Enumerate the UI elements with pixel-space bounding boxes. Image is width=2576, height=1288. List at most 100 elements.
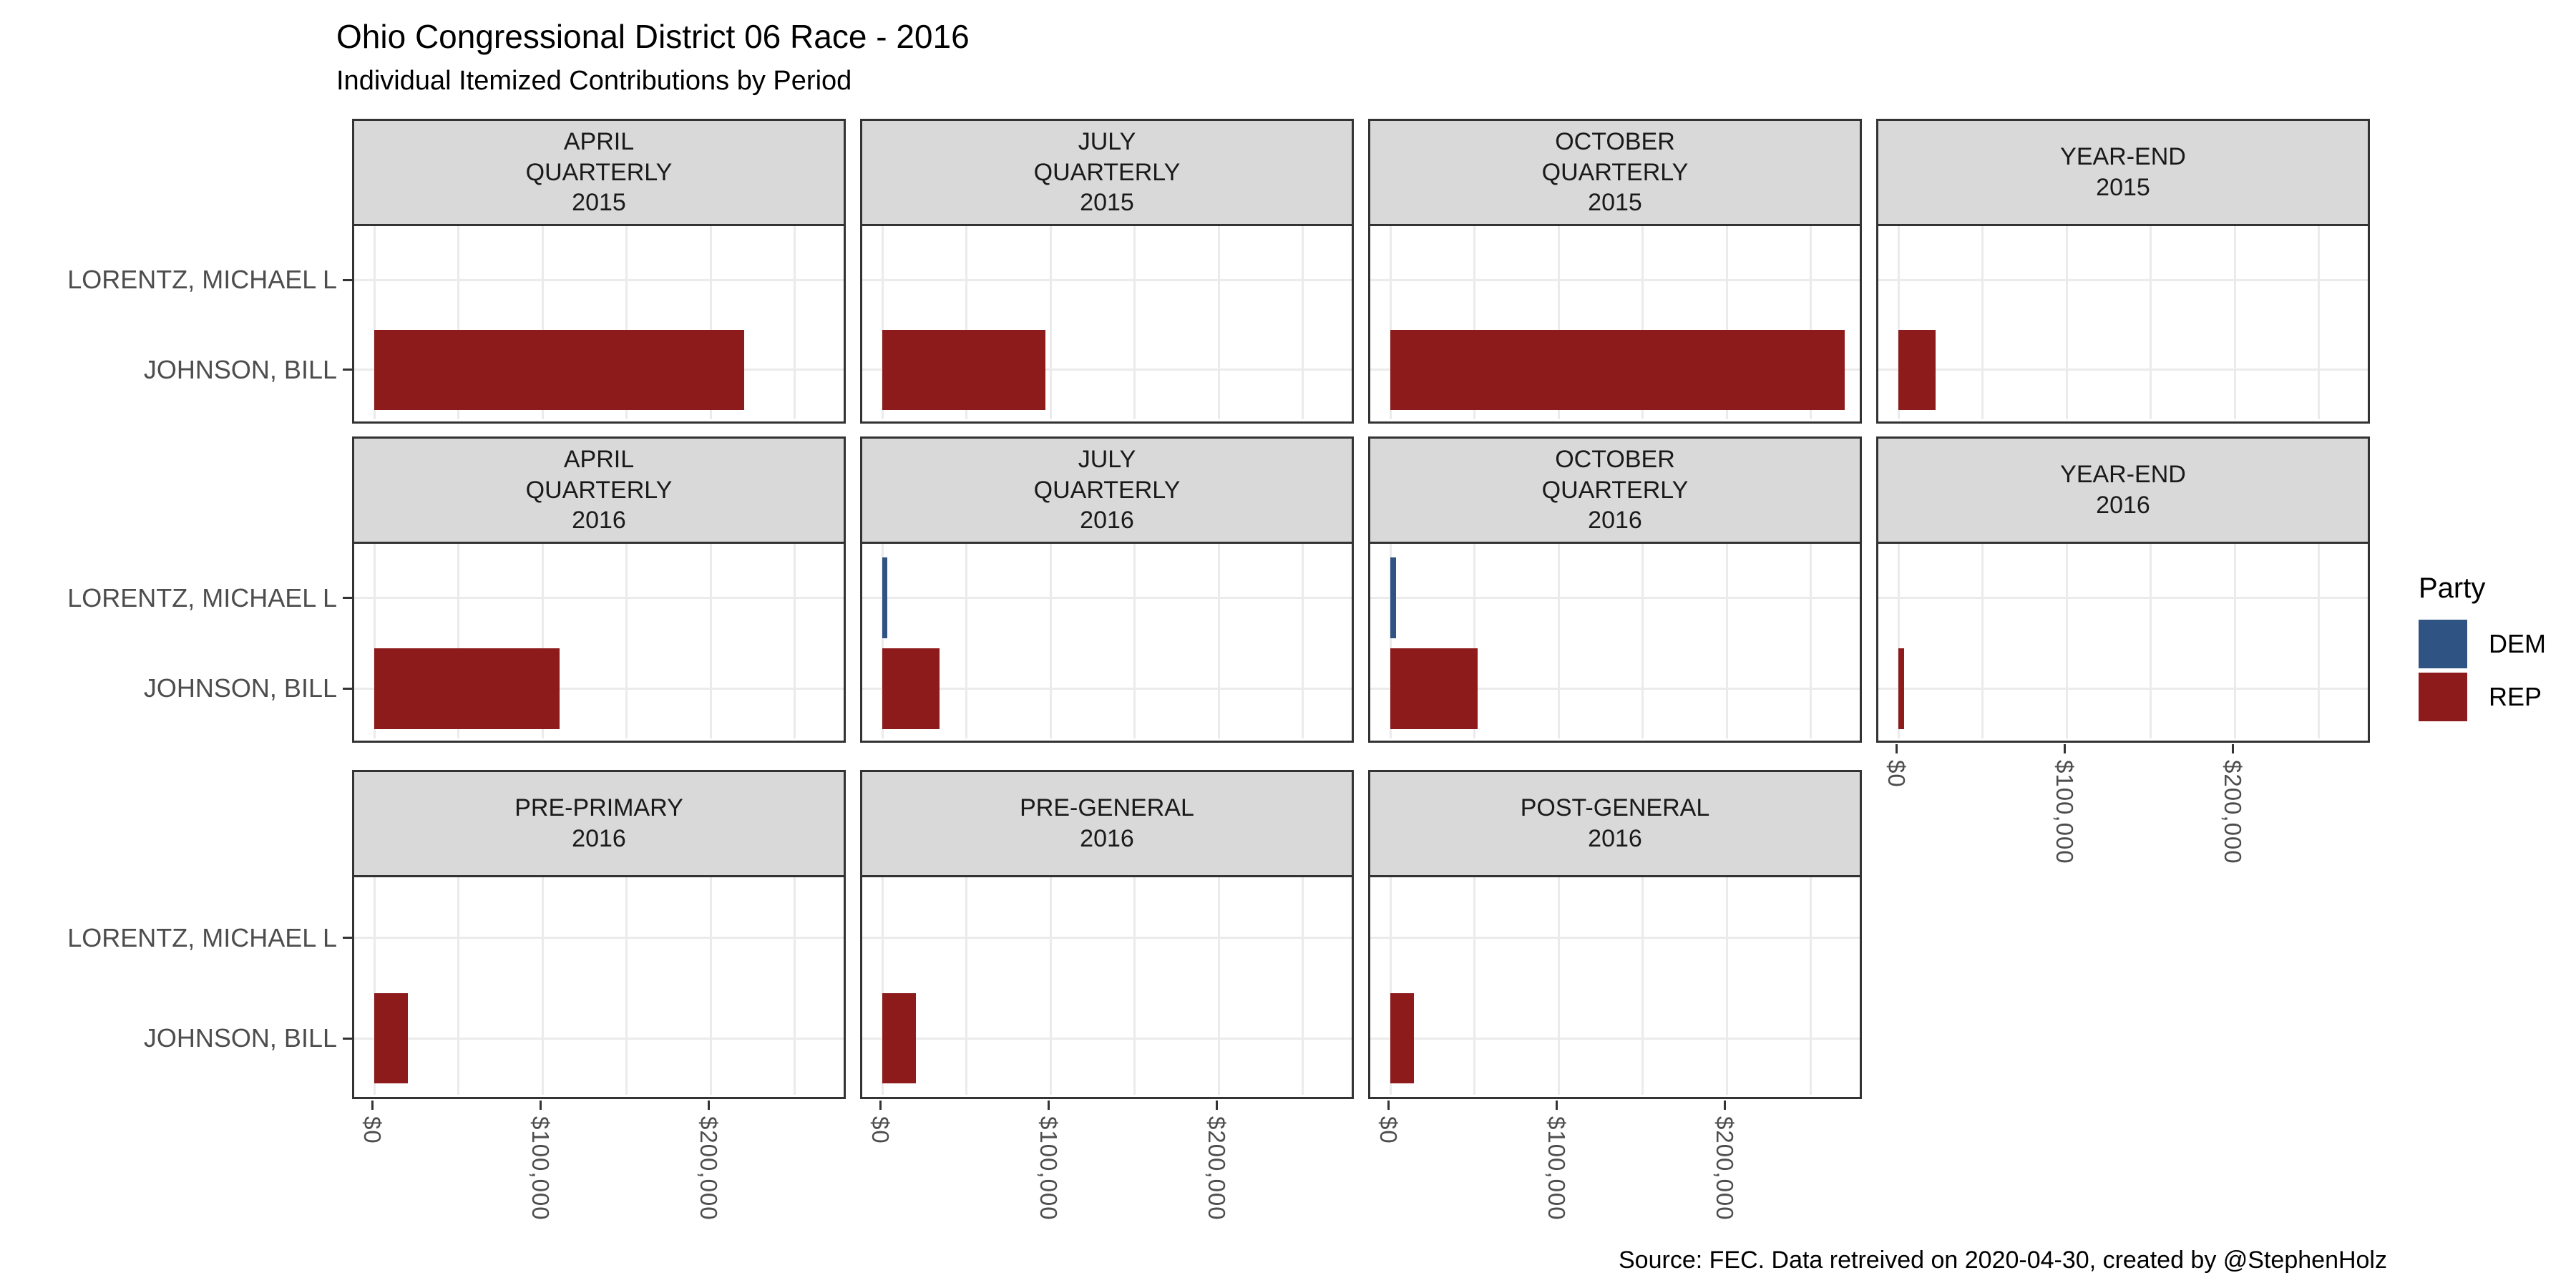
y-tick-mark <box>343 1037 352 1040</box>
x-axis-label: $100,000 <box>1543 1116 1570 1221</box>
gridline-vertical <box>1473 877 1475 1095</box>
bar-rep <box>882 648 940 729</box>
gridline-vertical <box>2065 544 2068 738</box>
gridline-horizontal <box>1878 597 2368 600</box>
legend-key-dem <box>2419 620 2467 668</box>
gridline-vertical <box>373 544 376 738</box>
gridline-horizontal <box>354 937 844 940</box>
y-tick-mark <box>343 937 352 940</box>
x-axis-label: $0 <box>1883 760 1910 788</box>
gridline-vertical <box>1133 226 1136 419</box>
bar-rep <box>374 993 408 1083</box>
y-axis-label: LORENTZ, MICHAEL L <box>67 582 337 613</box>
gridline-vertical <box>625 877 628 1095</box>
gridline-vertical <box>625 226 628 419</box>
gridline-vertical <box>1217 877 1220 1095</box>
x-axis-label: $200,000 <box>1204 1116 1230 1221</box>
facet-strip: APRIL QUARTERLY 2016 <box>352 436 846 544</box>
legend-label-dem: DEM <box>2489 629 2546 658</box>
bar-rep <box>882 993 916 1083</box>
gridline-vertical <box>541 877 544 1095</box>
gridline-vertical <box>1217 226 1220 419</box>
facet-strip: PRE-PRIMARY 2016 <box>352 770 846 877</box>
x-tick-mark <box>1047 1101 1050 1110</box>
facet-strip: JULY QUARTERLY 2016 <box>860 436 1354 544</box>
gridline-vertical <box>1473 226 1475 419</box>
gridline-vertical <box>1725 544 1728 738</box>
bar-rep <box>1898 330 1936 410</box>
x-tick-mark <box>1895 744 1898 753</box>
gridline-horizontal <box>1370 937 1860 940</box>
facet-panel <box>1876 544 2370 743</box>
gridline-vertical <box>1302 877 1304 1095</box>
y-tick-mark <box>343 369 352 371</box>
gridline-vertical <box>881 544 884 738</box>
gridline-horizontal <box>862 278 1352 281</box>
gridline-vertical <box>373 877 376 1095</box>
gridline-horizontal <box>862 687 1352 690</box>
x-tick-mark <box>1723 1101 1726 1110</box>
facet-strip: OCTOBER QUARTERLY 2015 <box>1368 119 1862 226</box>
gridline-vertical <box>965 226 967 419</box>
facet-panel <box>352 877 846 1099</box>
facet-strip: APRIL QUARTERLY 2015 <box>352 119 846 226</box>
facet-strip: OCTOBER QUARTERLY 2016 <box>1368 436 1862 544</box>
x-tick-mark <box>879 1101 882 1110</box>
facet-strip: YEAR-END 2016 <box>1876 436 2370 544</box>
y-tick-mark <box>343 597 352 600</box>
facet-strip: JULY QUARTERLY 2015 <box>860 119 1354 226</box>
y-axis-label: JOHNSON, BILL <box>143 1023 337 1053</box>
gridline-vertical <box>1981 226 1984 419</box>
gridline-vertical <box>2150 544 2152 738</box>
gridline-horizontal <box>1878 369 2368 371</box>
bar-rep <box>1390 648 1478 729</box>
gridline-vertical <box>1557 877 1560 1095</box>
facet-panel <box>1368 877 1862 1099</box>
gridline-horizontal <box>1878 278 2368 281</box>
x-tick-mark <box>2063 744 2066 753</box>
x-axis-label: $100,000 <box>2051 760 2078 864</box>
y-tick-mark <box>343 687 352 690</box>
gridline-vertical <box>625 544 628 738</box>
gridline-horizontal <box>354 278 844 281</box>
gridline-vertical <box>1557 226 1560 419</box>
facet-panel <box>860 226 1354 424</box>
gridline-vertical <box>794 544 796 738</box>
gridline-vertical <box>1302 544 1304 738</box>
x-axis-label: $0 <box>359 1116 386 1144</box>
gridline-vertical <box>1641 226 1644 419</box>
facet-panel <box>352 226 846 424</box>
facet-strip: YEAR-END 2015 <box>1876 119 2370 226</box>
gridline-vertical <box>1389 877 1392 1095</box>
gridline-vertical <box>2150 226 2152 419</box>
bar-rep <box>374 330 744 410</box>
bar-rep <box>1390 993 1414 1083</box>
bar-dem <box>882 557 887 638</box>
caption: Source: FEC. Data retreived on 2020-04-3… <box>1619 1246 2387 1274</box>
facet-strip: PRE-GENERAL 2016 <box>860 770 1354 877</box>
gridline-horizontal <box>1370 278 1860 281</box>
gridline-vertical <box>1897 226 1900 419</box>
gridline-vertical <box>709 226 712 419</box>
gridline-vertical <box>1897 544 1900 738</box>
x-tick-mark <box>539 1101 542 1110</box>
gridline-vertical <box>457 877 459 1095</box>
x-axis-label: $0 <box>1375 1116 1402 1144</box>
facet-panel <box>1876 226 2370 424</box>
gridline-vertical <box>1133 544 1136 738</box>
x-axis-label: $200,000 <box>1712 1116 1738 1221</box>
gridline-horizontal <box>1878 687 2368 690</box>
gridline-vertical <box>1217 544 1220 738</box>
y-axis-label: LORENTZ, MICHAEL L <box>67 922 337 952</box>
gridline-vertical <box>794 877 796 1095</box>
gridline-vertical <box>2065 226 2068 419</box>
x-axis-label: $200,000 <box>696 1116 722 1221</box>
x-tick-mark <box>707 1101 710 1110</box>
gridline-vertical <box>1725 877 1728 1095</box>
gridline-vertical <box>1557 544 1560 738</box>
x-axis-label: $100,000 <box>1035 1116 1062 1221</box>
y-tick-mark <box>343 278 352 281</box>
legend-title: Party <box>2419 572 2486 604</box>
